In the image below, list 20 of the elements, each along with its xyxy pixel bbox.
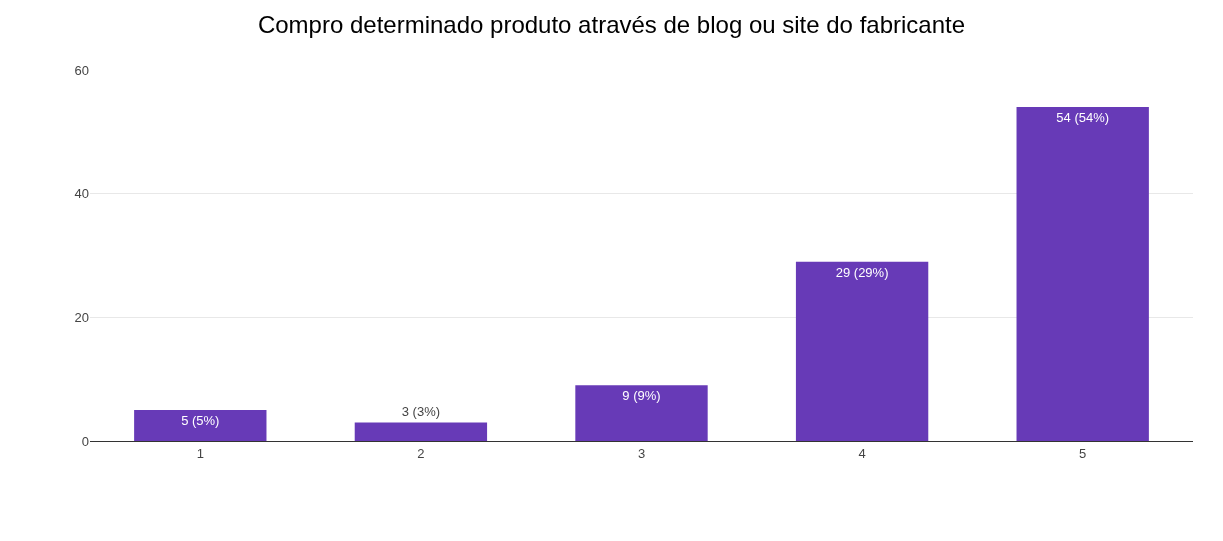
x-tick-label: 4 [858, 445, 866, 461]
bar [575, 385, 708, 441]
data-label: 3 (3%) [401, 404, 441, 420]
data-label: 29 (29%) [835, 264, 889, 280]
bar [354, 422, 488, 441]
x-tick-label: 5 [1079, 445, 1087, 461]
chart-title: Compro determinado produto através de blog ou site do fabricante [257, 11, 966, 39]
data-label: 54 (54%) [1056, 110, 1110, 126]
data-label: 9 (9%) [622, 388, 661, 404]
y-tick-label: 60 [74, 62, 89, 78]
y-tick-label: 0 [81, 433, 89, 449]
data-label: 5 (5%) [181, 413, 220, 429]
y-tick-label: 20 [74, 309, 89, 325]
x-tick-label: 1 [196, 445, 204, 461]
y-tick-label: 40 [74, 186, 89, 202]
bar [1016, 107, 1149, 441]
bar [795, 261, 929, 441]
x-tick-label: 3 [637, 445, 646, 461]
bar [134, 410, 267, 441]
x-tick-label: 2 [417, 445, 425, 461]
